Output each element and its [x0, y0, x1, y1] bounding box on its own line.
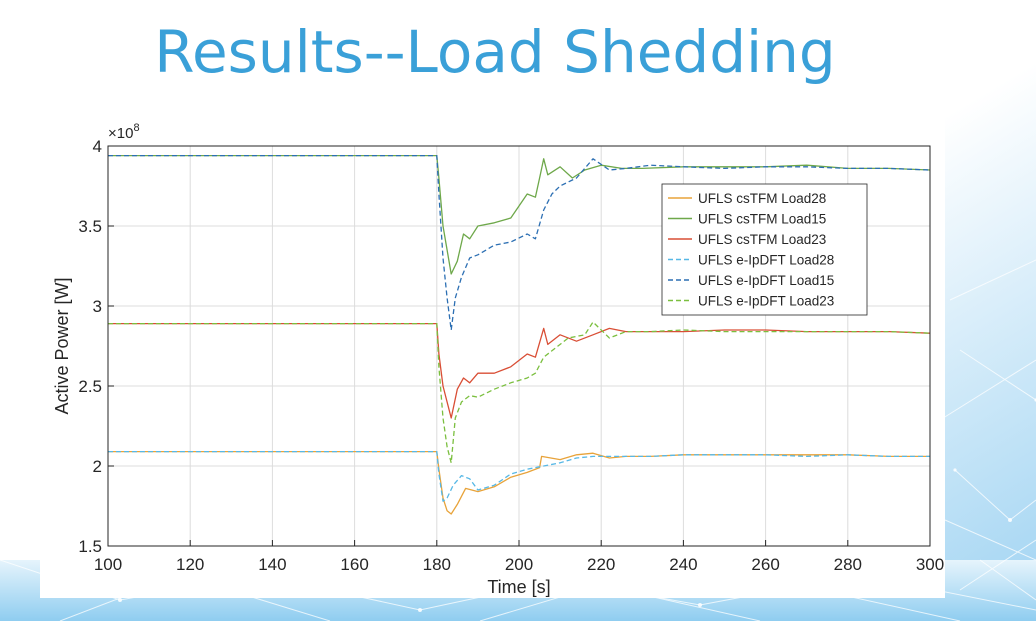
series-line — [108, 322, 931, 419]
x-tick-label: 220 — [587, 555, 615, 574]
series-line — [108, 154, 931, 331]
y-tick-label: 3.5 — [78, 217, 102, 236]
x-tick-label: 180 — [423, 555, 451, 574]
x-tick-label: 280 — [834, 555, 862, 574]
legend-entry: UFLS csTFM Load15 — [698, 212, 826, 227]
legend-entry: UFLS e-IpDFT Load15 — [698, 273, 834, 288]
legend-entry: UFLS e-IpDFT Load28 — [698, 253, 834, 268]
y-tick-label: 3 — [93, 297, 102, 316]
y-axis-ticks: 1.5 2 2.5 3 3.5 4 — [78, 137, 114, 556]
slide-title: Results--Load Shedding — [154, 18, 836, 86]
x-tick-label: 200 — [505, 555, 533, 574]
x-axis-label: Time [s] — [487, 577, 550, 597]
x-tick-label: 140 — [258, 555, 286, 574]
y-tick-label: 1.5 — [78, 537, 102, 556]
y-tick-label: 2.5 — [78, 377, 102, 396]
x-tick-label: 120 — [176, 555, 204, 574]
y-exponent-power: 8 — [133, 122, 139, 134]
legend-box — [661, 183, 868, 316]
series-line — [108, 450, 930, 502]
y-exponent-base: ×10 — [108, 125, 133, 142]
x-tick-label: 240 — [669, 555, 697, 574]
series-line — [108, 154, 931, 275]
x-tick-label: 100 — [94, 555, 122, 574]
y-exponent-label: ×108 — [108, 122, 140, 142]
x-tick-label: 260 — [751, 555, 779, 574]
y-tick-label: 4 — [93, 137, 102, 156]
legend-entry: UFLS csTFM Load28 — [698, 191, 826, 206]
legend: UFLS csTFM Load28 UFLS csTFM Load15 UFLS c… — [661, 183, 868, 316]
legend-entry: UFLS e-IpDFT Load23 — [698, 294, 834, 309]
series-lines — [108, 154, 931, 515]
y-tick-label: 2 — [93, 457, 102, 476]
x-tick-label: 300 — [916, 555, 944, 574]
chart-panel: 100 120 140 160 180 200 220 240 260 280 300 1.5 2 2.… — [40, 118, 945, 598]
y-axis-label: Active Power [W] — [52, 277, 72, 414]
legend-entry: UFLS csTFM Load23 — [698, 232, 826, 247]
x-axis-ticks: 100 120 140 160 180 200 220 240 260 280 300 — [94, 540, 944, 574]
line-chart: 100 120 140 160 180 200 220 240 260 280 300 1.5 2 2.… — [52, 122, 944, 597]
x-tick-label: 160 — [340, 555, 368, 574]
